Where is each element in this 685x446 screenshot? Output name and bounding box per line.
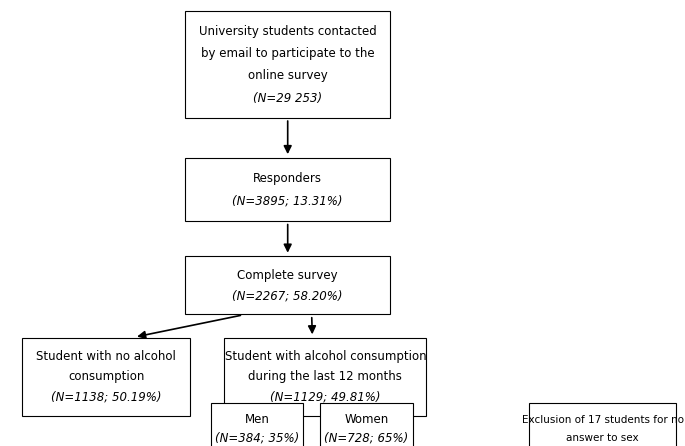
Text: Complete survey: Complete survey (238, 268, 338, 281)
Text: consumption: consumption (68, 370, 145, 384)
Text: Student with alcohol consumption: Student with alcohol consumption (225, 350, 426, 363)
Text: (N=29 253): (N=29 253) (253, 91, 322, 105)
Text: Responders: Responders (253, 172, 322, 185)
Text: by email to participate to the: by email to participate to the (201, 47, 375, 60)
Text: (N=1138; 50.19%): (N=1138; 50.19%) (51, 391, 162, 404)
FancyBboxPatch shape (185, 256, 390, 314)
Text: (N=3895; 13.31%): (N=3895; 13.31%) (232, 194, 343, 207)
Text: answer to sex: answer to sex (566, 433, 639, 443)
FancyBboxPatch shape (185, 158, 390, 221)
FancyBboxPatch shape (529, 403, 676, 446)
Text: (N=1129; 49.81%): (N=1129; 49.81%) (270, 391, 381, 404)
FancyBboxPatch shape (210, 403, 303, 446)
Text: during the last 12 months: during the last 12 months (249, 370, 402, 384)
FancyBboxPatch shape (22, 338, 190, 416)
Text: Exclusion of 17 students for no: Exclusion of 17 students for no (522, 415, 684, 425)
Text: (N=728; 65%): (N=728; 65%) (325, 432, 408, 445)
Text: Women: Women (345, 413, 388, 426)
Text: online survey: online survey (248, 69, 327, 83)
Text: University students contacted: University students contacted (199, 25, 377, 38)
Text: Student with no alcohol: Student with no alcohol (36, 350, 176, 363)
FancyBboxPatch shape (225, 338, 426, 416)
Text: (N=384; 35%): (N=384; 35%) (215, 432, 299, 445)
Text: (N=2267; 58.20%): (N=2267; 58.20%) (232, 289, 343, 302)
FancyBboxPatch shape (185, 11, 390, 118)
FancyBboxPatch shape (320, 403, 412, 446)
Text: Men: Men (245, 413, 269, 426)
